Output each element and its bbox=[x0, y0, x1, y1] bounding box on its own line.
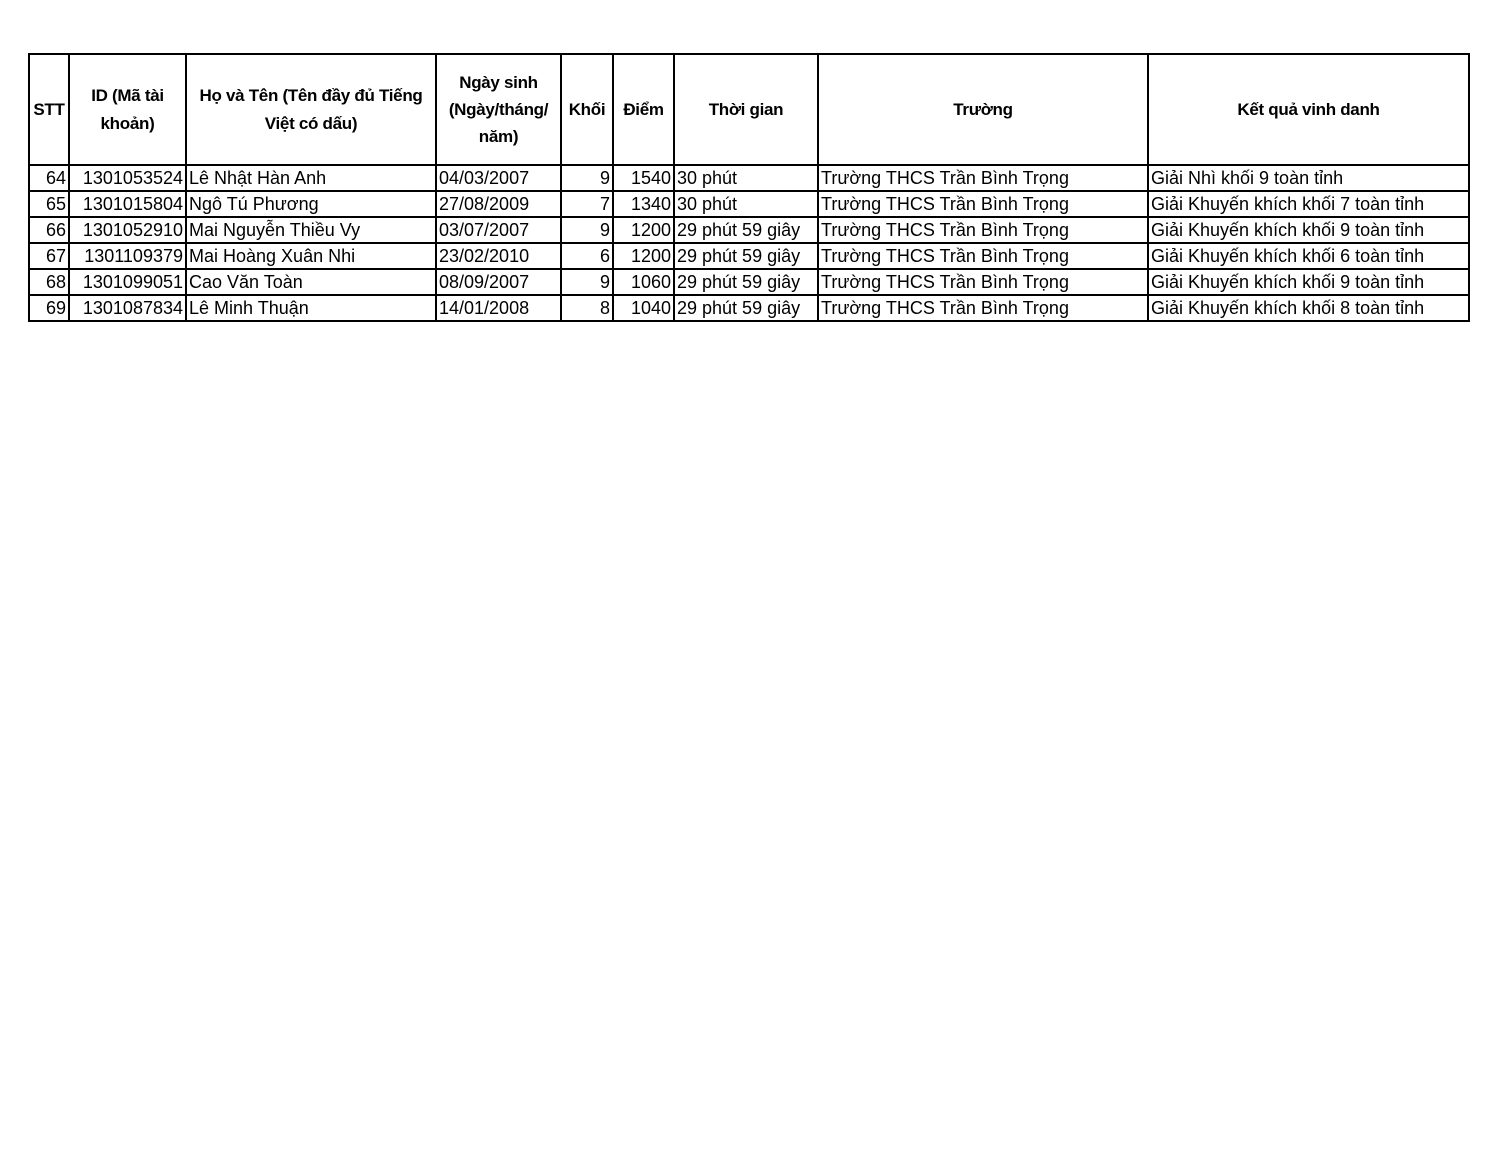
cell-grade: 9 bbox=[560, 268, 614, 296]
cell-stt: 69 bbox=[28, 294, 70, 322]
cell-score: 1340 bbox=[612, 190, 675, 218]
cell-time: 29 phút 59 giây bbox=[673, 216, 819, 244]
cell-dob: 23/02/2010 bbox=[435, 242, 562, 270]
cell-score: 1540 bbox=[612, 164, 675, 192]
cell-stt: 66 bbox=[28, 216, 70, 244]
cell-time: 29 phút 59 giây bbox=[673, 268, 819, 296]
cell-result: Giải Khuyến khích khối 6 toàn tỉnh bbox=[1147, 242, 1470, 270]
cell-dob: 08/09/2007 bbox=[435, 268, 562, 296]
header-row: STT ID (Mã tài khoản) Họ và Tên (Tên đầy… bbox=[28, 53, 1470, 166]
cell-grade: 6 bbox=[560, 242, 614, 270]
cell-score: 1040 bbox=[612, 294, 675, 322]
results-table: STT ID (Mã tài khoản) Họ và Tên (Tên đầy… bbox=[28, 53, 1470, 322]
cell-time: 29 phút 59 giây bbox=[673, 294, 819, 322]
column-header-score: Điểm bbox=[612, 53, 675, 166]
cell-score: 1060 bbox=[612, 268, 675, 296]
cell-name: Lê Nhật Hàn Anh bbox=[185, 164, 437, 192]
cell-stt: 68 bbox=[28, 268, 70, 296]
cell-result: Giải Khuyến khích khối 7 toàn tỉnh bbox=[1147, 190, 1470, 218]
cell-school: Trường THCS Trần Bình Trọng bbox=[817, 216, 1149, 244]
cell-score: 1200 bbox=[612, 242, 675, 270]
cell-stt: 64 bbox=[28, 164, 70, 192]
cell-school: Trường THCS Trần Bình Trọng bbox=[817, 164, 1149, 192]
cell-school: Trường THCS Trần Bình Trọng bbox=[817, 242, 1149, 270]
column-header-id: ID (Mã tài khoản) bbox=[68, 53, 187, 166]
cell-dob: 14/01/2008 bbox=[435, 294, 562, 322]
column-header-dob: Ngày sinh (Ngày/tháng/ năm) bbox=[435, 53, 562, 166]
cell-id: 1301099051 bbox=[68, 268, 187, 296]
cell-dob: 04/03/2007 bbox=[435, 164, 562, 192]
table-row: 64 1301053524 Lê Nhật Hàn Anh 04/03/2007… bbox=[28, 164, 1470, 192]
cell-id: 1301015804 bbox=[68, 190, 187, 218]
column-header-name: Họ và Tên (Tên đầy đủ Tiếng Việt có dấu) bbox=[185, 53, 437, 166]
cell-stt: 67 bbox=[28, 242, 70, 270]
column-header-stt: STT bbox=[28, 53, 70, 166]
cell-result: Giải Khuyến khích khối 9 toàn tỉnh bbox=[1147, 268, 1470, 296]
cell-result: Giải Khuyến khích khối 9 toàn tỉnh bbox=[1147, 216, 1470, 244]
cell-id: 1301109379 bbox=[68, 242, 187, 270]
column-header-result: Kết quả vinh danh bbox=[1147, 53, 1470, 166]
column-header-grade: Khối bbox=[560, 53, 614, 166]
cell-school: Trường THCS Trần Bình Trọng bbox=[817, 268, 1149, 296]
cell-grade: 9 bbox=[560, 164, 614, 192]
cell-name: Mai Nguyễn Thiều Vy bbox=[185, 216, 437, 244]
column-header-time: Thời gian bbox=[673, 53, 819, 166]
cell-name: Cao Văn Toàn bbox=[185, 268, 437, 296]
cell-time: 30 phút bbox=[673, 190, 819, 218]
table-row: 66 1301052910 Mai Nguyễn Thiều Vy 03/07/… bbox=[28, 216, 1470, 244]
cell-dob: 27/08/2009 bbox=[435, 190, 562, 218]
table-row: 65 1301015804 Ngô Tú Phương 27/08/2009 7… bbox=[28, 190, 1470, 218]
table-row: 69 1301087834 Lê Minh Thuận 14/01/2008 8… bbox=[28, 294, 1470, 322]
cell-result: Giải Nhì khối 9 toàn tỉnh bbox=[1147, 164, 1470, 192]
cell-school: Trường THCS Trần Bình Trọng bbox=[817, 294, 1149, 322]
cell-grade: 8 bbox=[560, 294, 614, 322]
cell-time: 30 phút bbox=[673, 164, 819, 192]
cell-time: 29 phút 59 giây bbox=[673, 242, 819, 270]
cell-name: Lê Minh Thuận bbox=[185, 294, 437, 322]
cell-result: Giải Khuyến khích khối 8 toàn tỉnh bbox=[1147, 294, 1470, 322]
cell-id: 1301087834 bbox=[68, 294, 187, 322]
cell-grade: 7 bbox=[560, 190, 614, 218]
cell-name: Mai Hoàng Xuân Nhi bbox=[185, 242, 437, 270]
cell-dob: 03/07/2007 bbox=[435, 216, 562, 244]
column-header-school: Trường bbox=[817, 53, 1149, 166]
cell-grade: 9 bbox=[560, 216, 614, 244]
cell-id: 1301052910 bbox=[68, 216, 187, 244]
cell-id: 1301053524 bbox=[68, 164, 187, 192]
cell-school: Trường THCS Trần Bình Trọng bbox=[817, 190, 1149, 218]
table-row: 68 1301099051 Cao Văn Toàn 08/09/2007 9 … bbox=[28, 268, 1470, 296]
cell-stt: 65 bbox=[28, 190, 70, 218]
cell-score: 1200 bbox=[612, 216, 675, 244]
table-row: 67 1301109379 Mai Hoàng Xuân Nhi 23/02/2… bbox=[28, 242, 1470, 270]
cell-name: Ngô Tú Phương bbox=[185, 190, 437, 218]
